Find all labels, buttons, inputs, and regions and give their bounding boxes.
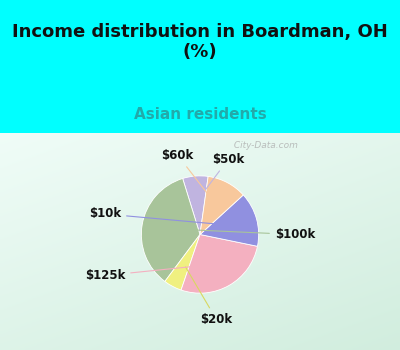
Wedge shape (183, 176, 208, 234)
Text: $125k: $125k (85, 264, 214, 282)
Text: $100k: $100k (169, 228, 315, 241)
Text: Income distribution in Boardman, OH
(%): Income distribution in Boardman, OH (%) (12, 23, 388, 61)
Wedge shape (141, 178, 200, 281)
Text: $50k: $50k (199, 153, 244, 198)
Text: $10k: $10k (89, 208, 230, 225)
Wedge shape (200, 195, 259, 246)
Wedge shape (181, 234, 258, 293)
Text: $60k: $60k (162, 149, 214, 202)
Text: Asian residents: Asian residents (134, 107, 266, 122)
Wedge shape (165, 234, 200, 290)
Text: $20k: $20k (186, 267, 232, 326)
Wedge shape (200, 176, 243, 235)
Text: City-Data.com: City-Data.com (231, 141, 298, 150)
